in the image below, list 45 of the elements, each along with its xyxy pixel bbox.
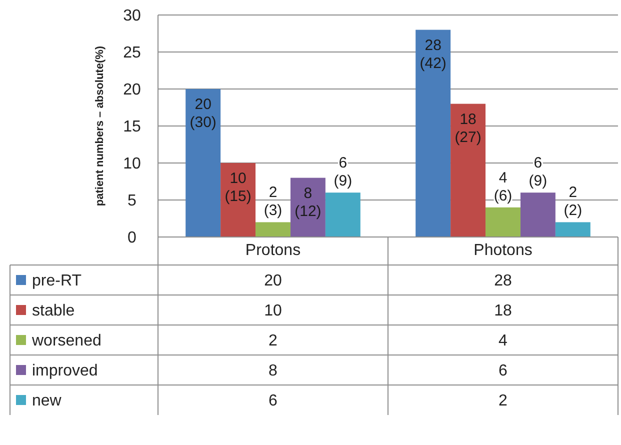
bar: [486, 207, 520, 237]
text: 20: [264, 272, 282, 290]
text: 2: [268, 332, 278, 350]
data-label: 2 (2): [564, 184, 582, 220]
legend-label: improved: [32, 362, 98, 380]
y-tick-label: 10: [123, 156, 141, 173]
text: 2: [498, 392, 508, 410]
legend-label: pre-RT: [32, 272, 82, 290]
bar: [256, 222, 290, 237]
y-tick-label: 20: [123, 82, 141, 99]
text: 10: [264, 302, 282, 320]
bar: [290, 178, 326, 237]
y-tick-label: 25: [123, 44, 141, 62]
bar: [416, 30, 451, 237]
data-label: 2 (3): [264, 184, 282, 220]
data-label: 18 (27): [454, 110, 482, 146]
x-tick-label: Protons: [245, 242, 301, 259]
data-label: 6 (9): [334, 154, 352, 190]
bar: [520, 192, 556, 237]
bar: [220, 163, 256, 237]
x-tick-label: Photons: [474, 242, 532, 259]
text: 6: [498, 362, 508, 380]
bar: [555, 222, 590, 237]
y-tick-label: 0: [128, 230, 137, 247]
data-label: 8 (12): [294, 184, 322, 220]
data-label: 20 (30): [190, 96, 216, 131]
y-axis-title: patient numbers – absolute(%): [94, 46, 106, 206]
bar: [186, 89, 221, 237]
y-tick-label: 30: [123, 8, 141, 25]
y-tick-label: 15: [123, 118, 141, 136]
legend-label: worsened: [31, 332, 102, 350]
data-label: 28 (42): [420, 36, 446, 72]
text: 4: [498, 332, 508, 350]
data-label: 4 (6): [494, 169, 512, 204]
data-label: 10 (15): [224, 170, 252, 205]
data-label: 6 (9): [528, 154, 548, 190]
bar: [325, 192, 360, 237]
legend-label: stable: [32, 302, 75, 320]
text: 18: [494, 302, 512, 320]
text: 28: [494, 272, 512, 290]
text: 6: [268, 392, 278, 410]
text: 8: [268, 362, 278, 380]
bar: [450, 104, 486, 237]
legend-label: new: [32, 392, 62, 410]
y-tick-label: 5: [128, 192, 137, 210]
